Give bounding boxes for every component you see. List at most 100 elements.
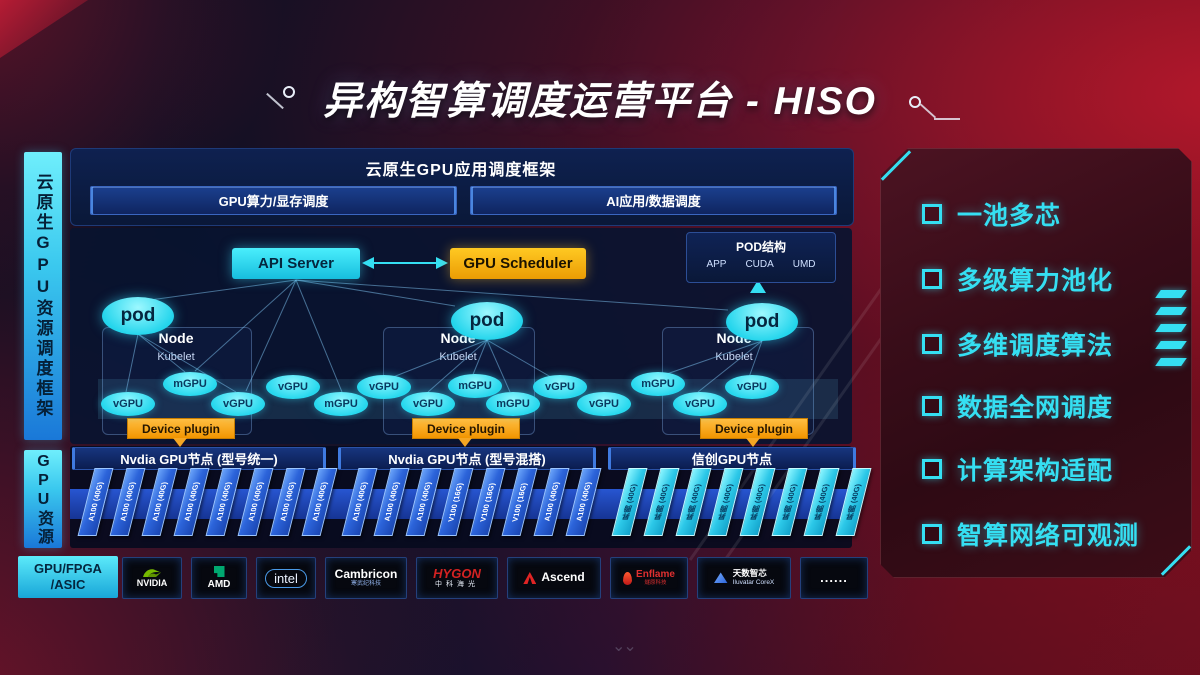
page-title: 异构智算调度运营平台 - HISO [322,80,877,123]
feature-item: 多维调度算法 [922,326,1113,362]
nvidia-eye-icon [143,569,161,578]
square-bullet-icon [922,459,942,479]
gpu-card: 昇腾 (40G) [771,468,808,536]
lead-line-1: GPU/FPGA [34,560,102,576]
gpu-card: A100 (40G) [173,468,210,536]
more-vendors-box: ...... [800,557,868,599]
gpu-group-3-label: 信创GPU节点 [608,447,856,470]
pod-item-app: APP [706,259,727,270]
framework-title: 云原生GPU应用调度框架 [365,162,557,179]
vgpu-ellipse: vGPU [725,375,779,399]
gpu-card-group-1: A100 (40G) A100 (40G) A100 (40G) A100 (4… [77,468,338,536]
feature-item: 一池多芯 [922,196,1061,232]
pod-structure-title: POD结构 [735,240,786,254]
ascend-logo: Ascend [507,557,601,599]
device-plugin-3: Device plugin [700,418,808,439]
pod-ellipse-1: pod [102,297,174,335]
node-2-kubelet-label: Kubelet [439,351,477,363]
hazard-stripe-icon [1155,290,1187,298]
ascend-triangle-icon [523,572,537,584]
square-bullet-icon [922,334,942,354]
sidebar-gpu-resource-label: GPU资源 [24,450,62,548]
intel-oval-icon: intel [265,568,307,588]
ai-data-scheduling-bar: AI应用/数据调度 [470,186,837,215]
gpu-group-2-label: Nvdia GPU节点 (型号混搭) [338,447,596,470]
pod-ellipse-3: pod [726,303,798,341]
pod-structure-box: POD结构 APP CUDA UMD [686,232,836,283]
square-bullet-icon [922,524,942,544]
hygon-logo: HYGON 中科海光 [416,557,498,599]
vgpu-ellipse: vGPU [401,392,455,416]
device-plugin-2: Device plugin [412,418,520,439]
bottom-chevron-decor: ⌄⌄ [612,638,637,655]
mgpu-ellipse: mGPU [448,374,502,398]
mgpu-ellipse: mGPU [486,392,540,416]
feature-item: 多级算力池化 [922,261,1113,297]
pod-item-umd: UMD [792,259,816,270]
nvidia-logo: NVIDIA [122,557,182,599]
gpu-card: 昇腾 (40G) [675,468,712,536]
gpu-card-group-2: A100 (40G) A100 (40G) A100 (40G) V100 (1… [341,468,602,536]
vgpu-ellipse: vGPU [577,392,631,416]
vgpu-ellipse: vGPU [266,375,320,399]
gpu-card: A100 (40G) [237,468,274,536]
gpu-scheduler-box: GPU Scheduler [450,248,586,279]
gpu-card: 昇腾 (40G) [835,468,872,536]
feature-item: 数据全网调度 [922,388,1113,424]
pod-ellipse-2: pod [451,302,523,340]
vgpu-ellipse: vGPU [673,392,727,416]
amd-logo: AMD [191,557,247,599]
gpu-group-1-label: Nvdia GPU节点 (型号统一) [72,447,326,470]
node-1-kubelet-label: Kubelet [157,351,195,363]
mgpu-ellipse: mGPU [314,392,368,416]
gpu-card: 昇腾 (40G) [803,468,840,536]
gpu-card: A100 (40G) [269,468,306,536]
cambricon-logo: Cambricon 寒武纪科技 [325,557,407,599]
square-bullet-icon [922,204,942,224]
enflame-logo: Enflame 燧原科技 [610,557,688,599]
vgpu-ellipse: vGPU [357,375,411,399]
amd-square-icon [213,566,225,577]
sidebar-scheduling-framework-label: 云原生GPU资源调度框架 [24,152,62,440]
gpu-card: V100 (16G) [437,468,474,536]
flame-icon [623,571,633,585]
title-circuit-line-right2 [934,118,960,120]
vgpu-ellipse: vGPU [533,375,587,399]
gpu-card: A100 (40G) [533,468,570,536]
panel-corner-accent-tl [881,150,911,180]
iluvatar-logo: 天数智芯 Iluvatar CoreX [697,557,791,599]
device-plugin-arrow-2 [458,438,472,447]
node-3-kubelet-label: Kubelet [715,351,753,363]
gpu-card: V100 (16G) [469,468,506,536]
gpu-fpga-asic-label: GPU/FPGA /ASIC [18,556,118,598]
gpu-card: A100 (40G) [405,468,442,536]
gpu-card: A100 (40G) [109,468,146,536]
title-circuit-dot-left [283,86,295,98]
intel-logo: intel [256,557,316,599]
feature-panel: 一池多芯 多级算力池化 多维调度算法 数据全网调度 计算架构适配 智算网络可观测 [880,148,1192,578]
device-plugin-arrow-1 [173,438,187,447]
feature-item: 计算架构适配 [922,451,1113,487]
square-bullet-icon [922,269,942,289]
gpu-card: A100 (40G) [141,468,178,536]
feature-item: 智算网络可观测 [922,516,1139,552]
corner-red-decor [0,0,88,58]
device-plugin-1: Device plugin [127,418,235,439]
gpu-card: 昇腾 (40G) [707,468,744,536]
gpu-card: V100 (16G) [501,468,538,536]
hazard-stripe-icon [1155,341,1187,349]
gpu-card: 昇腾 (40G) [739,468,776,536]
gpu-card-group-3: 昇腾 (40G) 昇腾 (40G) 昇腾 (40G) 昇腾 (40G) 昇腾 (… [611,468,872,536]
gpu-compute-scheduling-bar: GPU算力/显存调度 [90,186,457,215]
gpu-card: 昇腾 (40G) [643,468,680,536]
vgpu-ellipse: vGPU [211,392,265,416]
iluvatar-triangle-icon [713,572,728,584]
lead-line-2: /ASIC [50,577,86,592]
vgpu-ellipse: vGPU [101,392,155,416]
hazard-stripe-icon [1155,324,1187,332]
square-bullet-icon [922,396,942,416]
vendor-logo-row: NVIDIA AMD intel Cambricon 寒武纪科技 HYGON 中… [122,557,868,599]
pod-item-cuda: CUDA [745,259,774,270]
title-circuit-dot-right [909,96,921,108]
